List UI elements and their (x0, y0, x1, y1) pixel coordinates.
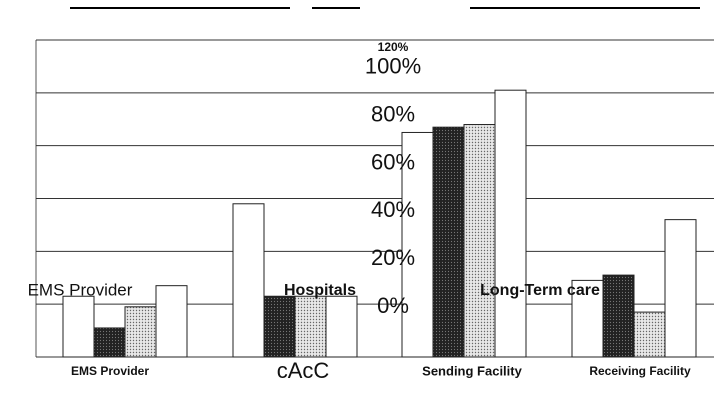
legend-label: EMS Provider (71, 364, 149, 378)
bar (463, 124, 496, 358)
y-tick-label: 60% (371, 149, 415, 174)
x-tick-label: Hospitals (284, 282, 356, 299)
y-tick-label: 100% (365, 54, 421, 79)
bar (93, 327, 126, 358)
bar (263, 295, 296, 358)
bar (633, 311, 666, 358)
bar (571, 279, 604, 358)
bar (602, 274, 635, 358)
bar (155, 285, 188, 358)
y-tick-label: 20% (371, 245, 415, 270)
bar (664, 219, 697, 358)
bar (432, 126, 465, 358)
legend-label: Receiving Facility (589, 364, 691, 378)
y-tick-label: 120% (378, 40, 409, 54)
bar (325, 295, 358, 358)
bar (494, 89, 527, 358)
bar (62, 295, 95, 358)
bar (294, 295, 327, 358)
x-tick-label: EMS Provider (28, 280, 133, 299)
y-tick-label: 80% (371, 101, 415, 126)
legend-label: cAcC (277, 358, 330, 383)
legend-label: Sending Facility (422, 363, 522, 378)
bar (232, 203, 265, 358)
y-tick-label: 40% (371, 197, 415, 222)
bar (401, 131, 434, 358)
bar (124, 306, 157, 358)
x-tick-label: Long-Term care (480, 282, 600, 299)
y-tick-label: 0% (377, 293, 409, 318)
